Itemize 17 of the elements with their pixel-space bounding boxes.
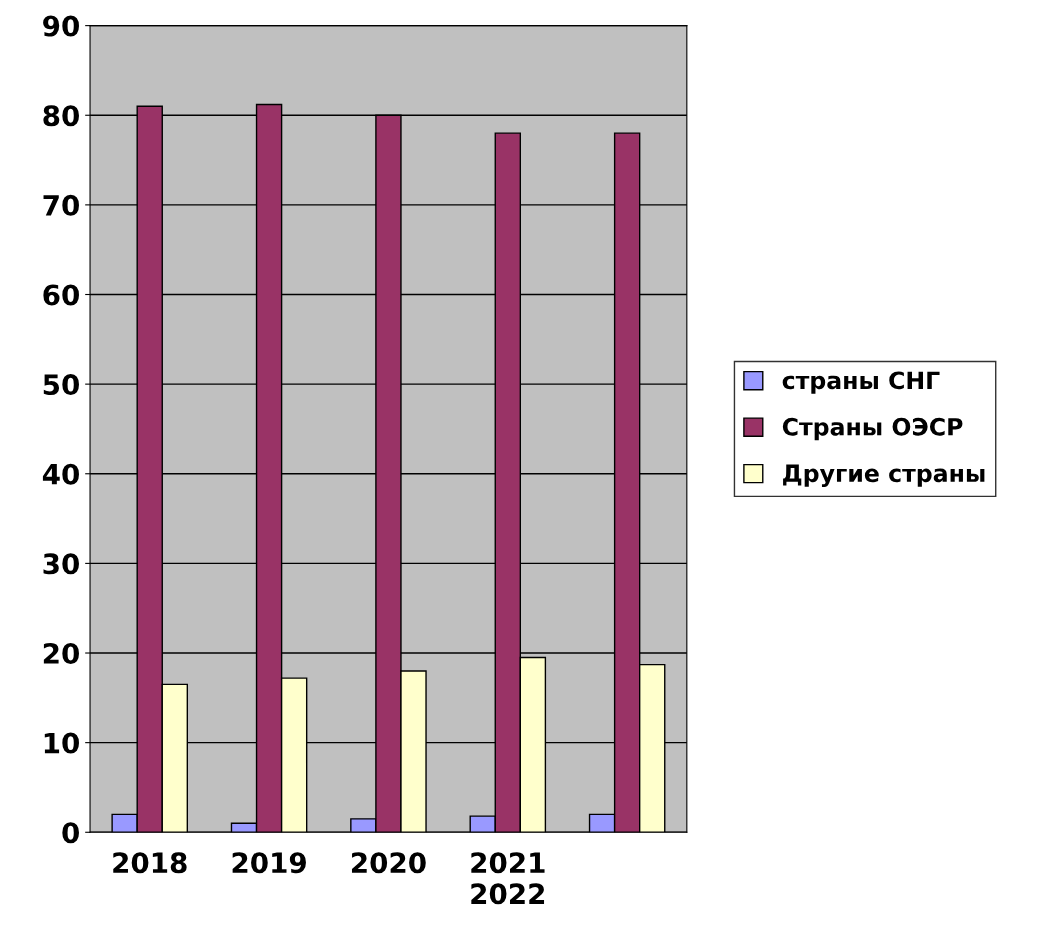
y-tick-label: 80 [43, 105, 79, 127]
x-tick-label: 2021 2022 [471, 852, 545, 905]
y-tick-label: 30 [43, 553, 79, 575]
y-tick-label: 60 [43, 284, 79, 306]
y-tick-label: 10 [44, 732, 79, 754]
y-tick-label: 90 [43, 15, 79, 37]
legend-label: страны СНГ [782, 371, 940, 394]
x-tick-label: 2020 [351, 852, 426, 874]
x-tick-label: 2019 [232, 852, 306, 874]
x-tick-label: 2018 [113, 852, 187, 874]
y-tick-label: 40 [42, 463, 79, 485]
y-tick-label: 20 [43, 642, 79, 664]
legend-label: Другие страны [783, 464, 985, 487]
y-tick-label: 0 [62, 822, 79, 844]
y-tick-label: 50 [43, 374, 79, 396]
legend-label: Страны ОЭСР [782, 417, 963, 441]
y-tick-label: 70 [43, 194, 79, 216]
